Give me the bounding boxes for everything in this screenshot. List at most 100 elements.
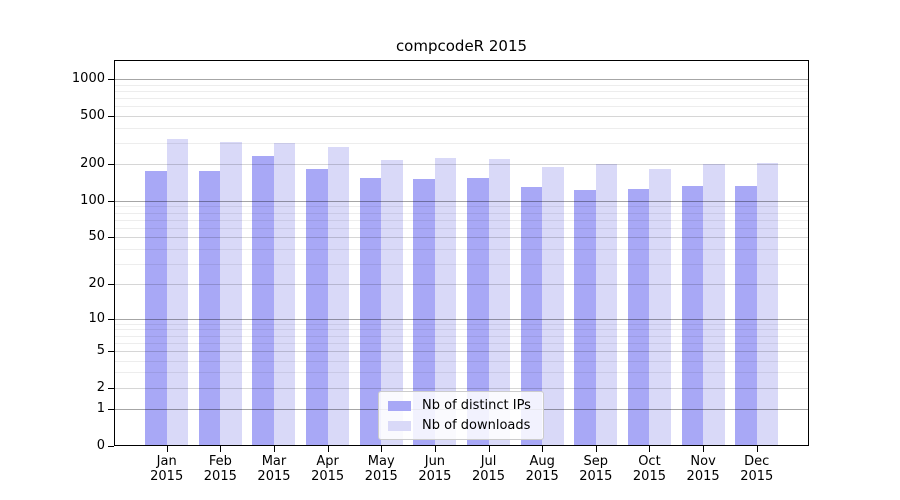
x-tick-aug: [542, 446, 543, 452]
gridline-minor-90: [114, 206, 809, 207]
x-tick-label-feb: Feb 2015: [190, 454, 250, 484]
x-tick-label-jan: Jan 2015: [137, 454, 197, 484]
bar-distinct-ips-may: [359, 177, 382, 446]
legend-swatch-distinct-ips-icon: [388, 400, 411, 411]
x-tick-label-year: 2015: [311, 469, 345, 484]
plot-area: Nb of distinct IPs Nb of downloads: [114, 60, 809, 446]
x-tick-label-dec: Dec 2015: [727, 454, 787, 484]
y-tick-10: [108, 319, 114, 320]
x-tick-label-month: Mar: [261, 454, 287, 469]
bar-distinct-ips-dec: [735, 185, 757, 446]
x-tick-label-month: Aug: [529, 454, 555, 469]
x-tick-jun: [435, 446, 436, 452]
gridline-50: [114, 237, 809, 238]
y-tick-label-5: 5: [96, 342, 105, 358]
x-tick-jul: [489, 446, 490, 452]
x-tick-label-year: 2015: [418, 469, 452, 484]
x-tick-mar: [274, 446, 275, 452]
y-tick-100: [108, 201, 114, 202]
bar-downloads-feb: [220, 141, 242, 446]
legend-label-distinct-ips: Nb of distinct IPs: [422, 398, 531, 413]
gridline-100: [114, 201, 809, 202]
bar-downloads-oct: [649, 168, 671, 446]
x-tick-label-month: Nov: [690, 454, 716, 469]
x-tick-label-year: 2015: [257, 469, 291, 484]
y-tick-5: [108, 351, 114, 352]
x-tick-may: [381, 446, 382, 452]
y-tick-label-10: 10: [88, 310, 105, 326]
legend-label-downloads: Nb of downloads: [422, 418, 531, 433]
y-tick-2: [108, 388, 114, 389]
legend: Nb of distinct IPs Nb of downloads: [378, 391, 544, 440]
gridline-1000: [114, 79, 809, 80]
x-tick-label-nov: Nov 2015: [673, 454, 733, 484]
bar-downloads-dec: [756, 162, 779, 446]
x-tick-label-mar: Mar 2015: [244, 454, 304, 484]
x-tick-label-month: Dec: [744, 454, 770, 469]
x-tick-label-year: 2015: [686, 469, 720, 484]
x-tick-label-may: May 2015: [351, 454, 411, 484]
y-tick-0: [108, 446, 114, 447]
x-tick-label-year: 2015: [203, 469, 237, 484]
gridline-minor-900: [114, 85, 809, 86]
gridline-minor-400: [114, 128, 809, 129]
bar-distinct-ips-apr: [306, 168, 328, 446]
gridline-200: [114, 164, 809, 165]
gridline-5: [114, 351, 809, 352]
x-tick-label-year: 2015: [364, 469, 398, 484]
x-tick-sep: [596, 446, 597, 452]
gridline-minor-7: [114, 336, 809, 337]
x-tick-label-year: 2015: [471, 469, 506, 484]
x-tick-label-month: Oct: [638, 454, 661, 469]
x-tick-label-month: Feb: [208, 454, 232, 469]
y-tick-200: [108, 164, 114, 165]
x-tick-label-year: 2015: [525, 469, 559, 484]
gridline-minor-60: [114, 228, 809, 229]
bar-distinct-ips-jan: [145, 171, 167, 446]
y-tick-label-50: 50: [88, 229, 105, 245]
bar-distinct-ips-feb: [198, 171, 221, 446]
bar-downloads-jun: [434, 157, 457, 446]
y-tick-500: [108, 116, 114, 117]
bar-downloads-apr: [327, 146, 350, 446]
gridline-minor-300: [114, 143, 809, 144]
x-tick-feb: [220, 446, 221, 452]
gridline-minor-600: [114, 106, 809, 107]
x-tick-oct: [649, 446, 650, 452]
bar-downloads-nov: [703, 164, 725, 446]
y-tick-label-200: 200: [80, 156, 105, 172]
x-tick-nov: [703, 446, 704, 452]
y-tick-1000: [108, 79, 114, 80]
y-tick-1: [108, 409, 114, 410]
bar-distinct-ips-nov: [681, 186, 704, 446]
x-tick-jan: [167, 446, 168, 452]
x-tick-label-oct: Oct 2015: [619, 454, 679, 484]
x-tick-label-month: Jul: [480, 454, 497, 469]
x-tick-label-jun: Jun 2015: [405, 454, 465, 484]
legend-item-downloads: Nb of downloads: [388, 418, 531, 433]
x-tick-label-month: Sep: [583, 454, 609, 469]
bar-distinct-ips-jul: [467, 178, 489, 446]
bar-distinct-ips-jun: [413, 179, 435, 446]
gridline-500: [114, 116, 809, 117]
bar-downloads-aug: [542, 167, 564, 446]
bar-distinct-ips-mar: [252, 155, 274, 446]
gridline-20: [114, 284, 809, 285]
gridline-minor-800: [114, 91, 809, 92]
x-tick-apr: [328, 446, 329, 452]
gridline-minor-4: [114, 361, 809, 362]
y-tick-label-20: 20: [88, 276, 105, 292]
gridline-minor-700: [114, 98, 809, 99]
gridline-minor-30: [114, 264, 809, 265]
bar-downloads-mar: [273, 142, 296, 446]
y-tick-label-1: 1: [96, 401, 105, 417]
y-tick-label-100: 100: [80, 192, 105, 208]
gridline-minor-70: [114, 220, 809, 221]
gridline-minor-3: [114, 372, 809, 373]
y-tick-label-1000: 1000: [71, 71, 105, 87]
x-tick-label-year: 2015: [740, 469, 774, 484]
x-tick-label-year: 2015: [579, 469, 613, 484]
bar-downloads-jan: [166, 139, 189, 446]
x-tick-label-aug: Aug 2015: [512, 454, 572, 484]
